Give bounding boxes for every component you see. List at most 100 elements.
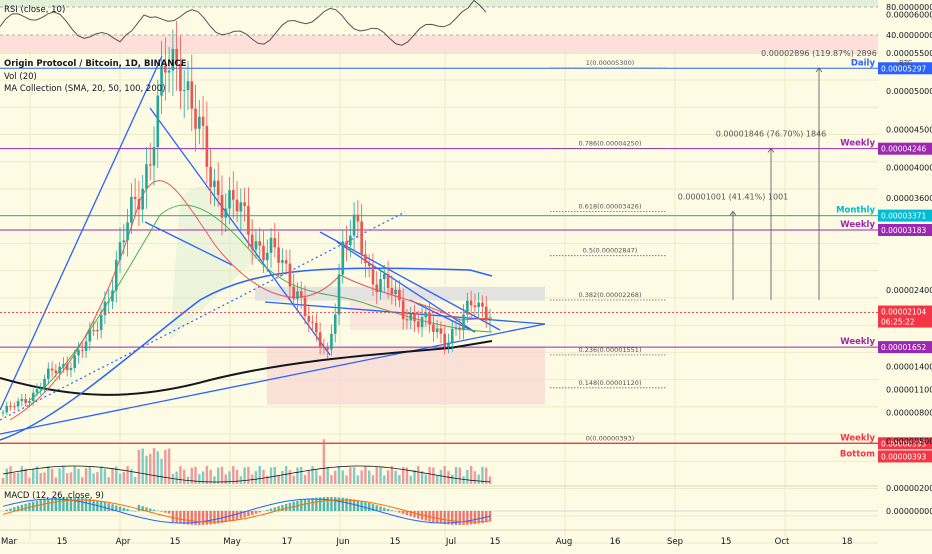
- time-tick-label: Jul: [445, 537, 456, 547]
- candle-body: [17, 401, 20, 406]
- candle-body: [440, 328, 443, 333]
- candle-body: [330, 334, 333, 350]
- candle-body: [138, 199, 141, 209]
- fib-label: 0.382(0.00002268): [579, 291, 642, 299]
- volume-bar: [451, 475, 453, 484]
- volume-bar: [277, 475, 279, 484]
- candle-body: [236, 200, 239, 212]
- candle-body: [89, 330, 92, 342]
- candle-body: [156, 96, 159, 148]
- volume-bar: [281, 471, 283, 484]
- macd-label: MACD (12, 26, close, 9): [4, 491, 104, 501]
- currency-label: BTC: [899, 59, 913, 67]
- candle-body: [319, 332, 322, 346]
- macd-histogram-bar: [123, 508, 125, 511]
- candle-body: [255, 241, 258, 249]
- macd-histogram-bar: [134, 511, 136, 512]
- volume-bar: [58, 468, 60, 484]
- price-tick-label: 0.00005000: [886, 87, 932, 96]
- candle-body: [451, 329, 454, 343]
- candle-body: [194, 109, 197, 129]
- price-tick-label: 0.00006000: [886, 11, 932, 20]
- volume-bar: [394, 471, 396, 484]
- macd-histogram-bar: [149, 509, 151, 511]
- volume-bar: [270, 467, 272, 484]
- volume-bar: [104, 469, 106, 484]
- price-tick-label: 0.00001100: [886, 385, 932, 394]
- volume-bar: [206, 466, 208, 484]
- candle-body: [115, 260, 118, 290]
- macd-histogram-bar: [315, 498, 317, 511]
- candle-body: [107, 302, 110, 303]
- candle-body: [458, 328, 461, 330]
- candle-body: [304, 298, 307, 316]
- fib-label: 0.786(0.00004250): [579, 139, 642, 147]
- volume-bar: [462, 476, 464, 484]
- volume-bar: [92, 473, 94, 484]
- price-tick-label: 0.00003600: [886, 194, 932, 203]
- volume-bar: [360, 470, 362, 484]
- candle-body: [296, 291, 299, 299]
- volume-bar: [319, 476, 321, 484]
- volume-bar: [89, 466, 91, 484]
- volume-bar: [308, 471, 310, 484]
- candle-body: [387, 274, 390, 288]
- candle-body: [428, 313, 431, 325]
- time-tick-label: Apr: [116, 537, 131, 547]
- candle-body: [243, 202, 246, 206]
- candle-body: [66, 364, 69, 370]
- candle-body: [447, 343, 450, 347]
- volume-bar: [77, 469, 79, 484]
- candle-body: [232, 190, 235, 200]
- volume-bar: [368, 471, 370, 484]
- macd-histogram-bar: [104, 502, 106, 511]
- candle-body: [73, 355, 76, 368]
- volume-bar: [164, 450, 166, 484]
- volume-bar: [330, 475, 332, 484]
- volume-bar: [243, 468, 245, 484]
- ma-collection-label: MA Collection (SMA, 20, 50, 100, 200): [4, 84, 165, 94]
- volume-bar: [410, 476, 412, 484]
- candle-body: [168, 70, 171, 72]
- volume-bar: [40, 473, 42, 484]
- time-tick-label: 17: [282, 537, 293, 547]
- level-name: Bottom: [840, 449, 875, 459]
- volume-bar: [304, 475, 306, 484]
- macd-histogram-bar: [172, 511, 174, 522]
- macd-histogram-bar: [391, 510, 393, 511]
- candle-body: [360, 221, 363, 254]
- candle-body: [383, 274, 386, 279]
- candle-body: [372, 266, 375, 284]
- macd-histogram-bar: [179, 511, 181, 524]
- candle-body: [270, 238, 273, 253]
- price-tick-label: 0.00005500: [886, 49, 932, 58]
- candle-body: [58, 367, 61, 373]
- candle-body: [47, 369, 50, 379]
- macd-histogram-bar: [413, 511, 415, 518]
- candle-body: [190, 81, 193, 108]
- level-name: Weekly: [840, 220, 875, 230]
- candle-body: [326, 348, 329, 349]
- candle-body: [481, 303, 484, 307]
- volume-bar: [300, 467, 302, 484]
- candle-body: [364, 254, 367, 263]
- fib-label: 0.148(0.00001120): [579, 379, 642, 387]
- time-tick-label: 16: [610, 537, 621, 547]
- candle-body: [489, 320, 492, 321]
- volume-bar: [296, 467, 298, 484]
- candle-body: [247, 206, 250, 235]
- macd-histogram-bar: [13, 507, 15, 511]
- macd-histogram-bar: [383, 508, 385, 511]
- level-name: Weekly: [840, 139, 875, 149]
- candle-body: [213, 181, 216, 187]
- candle-body: [187, 81, 190, 90]
- macd-histogram-bar: [387, 509, 389, 511]
- candle-body: [289, 264, 292, 287]
- volume-bar: [66, 473, 68, 484]
- candle-body: [240, 202, 243, 211]
- candle-body: [432, 325, 435, 332]
- macd-histogram-bar: [138, 505, 140, 511]
- candle-body: [406, 319, 409, 320]
- stop-zone: [267, 347, 545, 405]
